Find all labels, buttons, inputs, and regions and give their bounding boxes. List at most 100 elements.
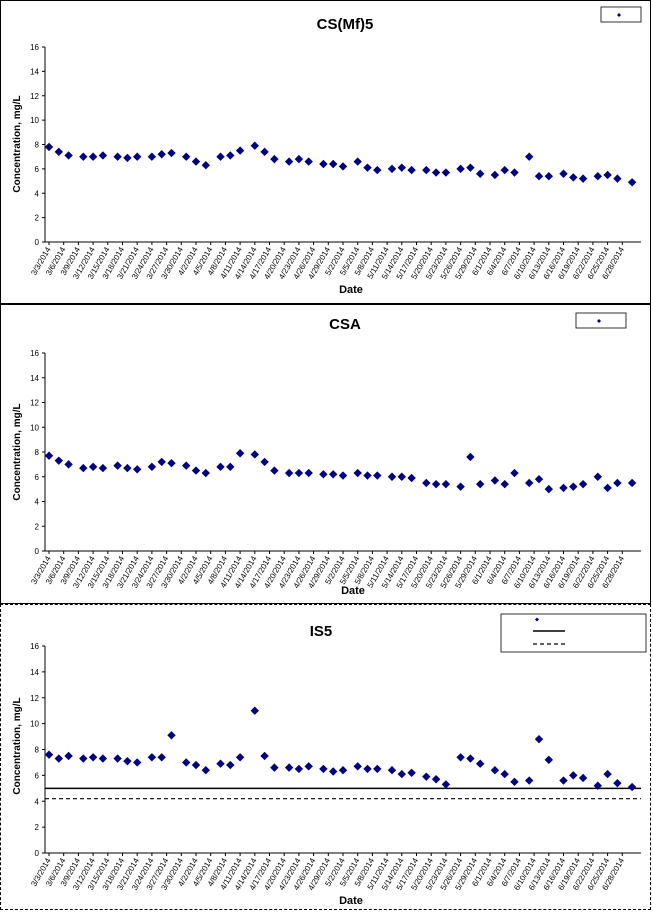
data-point: [201, 468, 210, 478]
data-point: [500, 165, 509, 175]
data-point: [79, 463, 88, 473]
data-point: [476, 169, 485, 178]
data-point: [44, 750, 54, 759]
data-point: [603, 483, 612, 493]
data-point: [167, 458, 176, 468]
data-point: [54, 147, 63, 157]
legend-box: [575, 312, 627, 329]
data-point: [353, 762, 362, 771]
data-point: [133, 758, 142, 767]
legend-marker-diamond: [597, 319, 601, 323]
legend-box: [600, 6, 642, 23]
data-point: [569, 771, 578, 780]
y-tick-label: 14: [30, 374, 39, 383]
data-point: [397, 163, 406, 172]
data-point: [544, 484, 553, 494]
data-point: [123, 463, 132, 473]
data-point: [397, 472, 406, 481]
data-point: [525, 152, 534, 161]
data-point: [627, 478, 637, 488]
chart-cs-mf5: CS(Mf)5 Concentration, mg/L Date 0 2 4 6 8 10…: [12, 6, 642, 296]
data-point: [191, 466, 201, 475]
data-point: [294, 468, 304, 478]
data-point: [373, 165, 382, 175]
data-point: [216, 462, 225, 472]
y-tick-label: 10: [30, 423, 39, 432]
data-point: [593, 472, 602, 481]
chart-title: IS5: [310, 623, 333, 640]
data-point: [373, 471, 382, 480]
data-point: [133, 465, 142, 474]
data-point: [270, 154, 279, 164]
data-point: [353, 157, 362, 166]
data-point: [338, 471, 348, 480]
data-point: [510, 468, 519, 478]
y-tick-label: 6: [35, 165, 40, 174]
chart-title: CSA: [329, 316, 361, 333]
data-point: [216, 759, 225, 768]
data-point: [260, 457, 269, 467]
data-point: [329, 470, 338, 479]
data-point: [147, 462, 157, 472]
data-point: [294, 154, 304, 164]
data-point: [490, 766, 500, 775]
data-point: [338, 162, 348, 171]
data-point: [544, 171, 553, 181]
data-point: [613, 174, 622, 183]
y-tick-label: 16: [30, 43, 39, 52]
data-point: [456, 482, 465, 491]
y-tick-label: 4: [35, 498, 40, 507]
data-point: [123, 153, 132, 163]
data-point: [422, 772, 431, 781]
data-point: [441, 780, 451, 789]
data-point: [593, 171, 602, 181]
data-point: [431, 479, 441, 489]
data-point: [422, 478, 431, 488]
data-point: [147, 152, 157, 161]
data-point: [250, 706, 259, 715]
data-point: [534, 171, 544, 181]
data-point: [466, 754, 475, 763]
plot-area: 02468101214163/3/20143/6/20143/9/20143/1…: [29, 43, 641, 281]
y-tick-label: 8: [35, 141, 40, 150]
data-point: [431, 775, 441, 784]
y-tick-label: 0: [35, 238, 40, 247]
plot-area: 02468101214163/3/20143/6/20143/9/20143/1…: [29, 642, 641, 892]
legend-marker-diamond: [617, 13, 621, 17]
data-point: [98, 754, 108, 763]
data-point: [201, 161, 210, 170]
y-tick-label: 12: [30, 92, 39, 101]
data-point: [559, 483, 568, 493]
data-point: [613, 478, 622, 488]
data-point: [98, 463, 108, 473]
data-point: [260, 751, 269, 761]
data-point: [476, 759, 485, 768]
data-point: [54, 456, 63, 465]
data-point: [456, 753, 465, 762]
data-point: [157, 457, 166, 467]
y-tick-label: 4: [35, 189, 40, 198]
chart-csa: CSA Concentration, mg/L Date 0 2 4 6 8 10 12 14…: [12, 312, 641, 597]
data-point: [98, 151, 108, 160]
data-point: [157, 753, 166, 762]
data-point: [578, 773, 588, 783]
data-point: [64, 151, 73, 160]
data-point: [329, 159, 338, 169]
legend-box: [500, 613, 647, 653]
chart-panel-is5: IS5 Concentration, mg/L Date 0 2 4 6 8 10 12 14…: [0, 604, 651, 910]
y-tick-label: 2: [35, 823, 40, 832]
data-point: [79, 754, 88, 763]
data-point: [422, 165, 431, 175]
data-point: [441, 479, 451, 489]
data-point: [500, 769, 509, 779]
data-point: [88, 753, 98, 762]
data-point: [431, 168, 441, 177]
data-point: [191, 760, 201, 770]
data-point: [79, 152, 88, 161]
data-point: [593, 781, 602, 790]
data-point: [250, 141, 259, 150]
data-point: [407, 473, 416, 483]
legend-marker-diamond: [535, 617, 539, 622]
y-tick-label: 16: [30, 349, 39, 358]
